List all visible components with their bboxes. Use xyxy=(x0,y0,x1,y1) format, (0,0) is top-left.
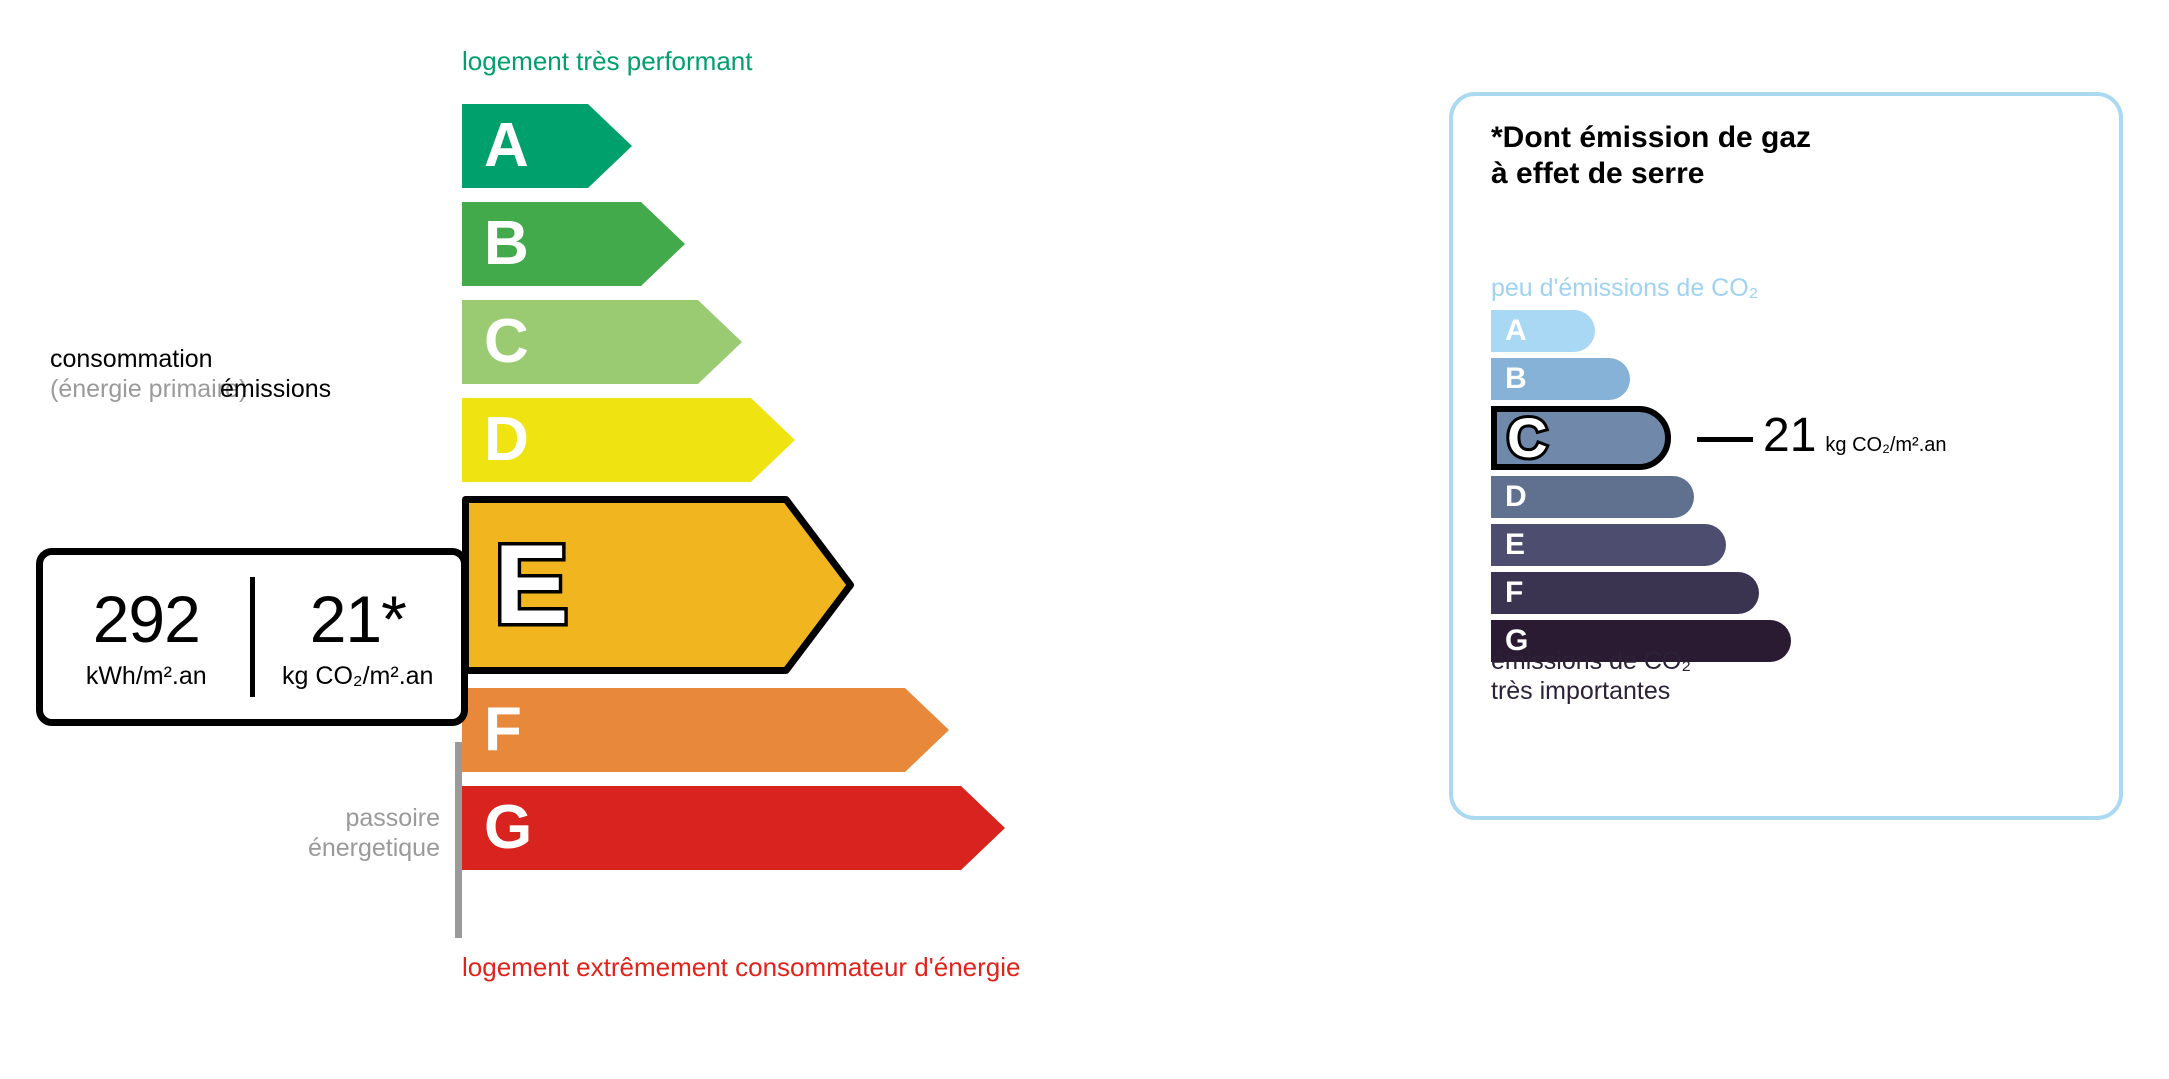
energy-band-row-d: D xyxy=(462,398,1262,482)
energy-band-row-g: G xyxy=(462,786,1262,870)
energy-band-b xyxy=(462,202,685,286)
co2-bar-d xyxy=(1491,476,1694,518)
co2-value-unit: kg CO₂/m².an xyxy=(1825,434,1947,456)
co2-bottom-caption: émissions de CO₂ très importantes xyxy=(1491,646,1691,706)
co2-bar-list: A B C 21 kg CO₂/m².an D E F G xyxy=(1491,310,2091,668)
co2-bar-row-f: F xyxy=(1491,572,2091,614)
co2-value-wrap: 21 kg CO₂/m².an xyxy=(1763,412,1947,460)
energy-bottom-caption: logement extrêmement consommateur d'éner… xyxy=(462,952,1021,982)
consumption-value: 292 xyxy=(92,581,201,656)
energy-band-row-f: F xyxy=(462,688,1262,772)
co2-bar-f xyxy=(1491,572,1759,614)
co2-bar-row-a: A xyxy=(1491,310,2091,352)
co2-bottom-caption-line1: émissions de CO₂ xyxy=(1491,647,1692,675)
energy-band-f xyxy=(462,688,949,772)
consumption-value-cell: 292 kWh/m².an xyxy=(43,586,250,689)
consumption-label-main: consommation xyxy=(50,345,213,373)
value-box-divider xyxy=(249,577,255,697)
emissions-label: émissions xyxy=(220,375,332,403)
co2-title-line2: à effet de serre xyxy=(1491,157,1705,190)
energy-band-e xyxy=(462,496,854,674)
passoire-label-line2: énergetique xyxy=(307,834,440,862)
passoire-bracket-icon xyxy=(455,742,462,938)
co2-card-title: *Dont émission de gaz à effet de serre xyxy=(1491,120,1811,192)
co2-bar-b xyxy=(1491,358,1630,400)
emission-value: 21* xyxy=(309,581,407,656)
energy-band-c xyxy=(462,300,742,384)
energy-band-d xyxy=(462,398,795,482)
co2-bottom-caption-line2: très importantes xyxy=(1491,677,1671,705)
co2-bar-row-e: E xyxy=(1491,524,2091,566)
co2-bar-row-b: B xyxy=(1491,358,2091,400)
passoire-label: passoire énergetique xyxy=(250,803,440,863)
energy-band-a xyxy=(462,104,632,188)
energy-band-g xyxy=(462,786,1005,870)
co2-bar-g xyxy=(1491,620,1791,662)
consumption-label: consommation (énergie primaire) xyxy=(50,345,247,404)
consumption-unit: kWh/m².an xyxy=(85,661,207,690)
co2-top-caption: peu d'émissions de CO₂ xyxy=(1491,274,1759,302)
energy-band-row-a: A xyxy=(462,104,1262,188)
energy-band-row-e: E xyxy=(462,496,1262,674)
consumption-label-sub: (énergie primaire) xyxy=(50,374,248,403)
co2-bar-row-c: C 21 kg CO₂/m².an xyxy=(1491,406,2091,470)
co2-bar-a xyxy=(1491,310,1595,352)
co2-bar-row-d: D xyxy=(1491,476,2091,518)
energy-top-caption: logement très performant xyxy=(462,46,753,76)
co2-title-line1: *Dont émission de gaz xyxy=(1491,121,1812,154)
energy-band-row-b: B xyxy=(462,202,1262,286)
passoire-label-line1: passoire xyxy=(345,804,441,832)
emission-unit: kg CO₂/m².an xyxy=(282,661,434,690)
co2-value: 21 xyxy=(1763,409,1817,462)
co2-bar-c xyxy=(1491,406,1671,470)
energy-band-row-c: C xyxy=(462,300,1262,384)
co2-bar-e xyxy=(1491,524,1726,566)
co2-card: *Dont émission de gaz à effet de serre p… xyxy=(1449,92,2123,820)
emission-value-cell: 21* kg CO₂/m².an xyxy=(255,586,462,689)
co2-leader-line xyxy=(1697,437,1753,442)
dpe-value-box: 292 kWh/m².an 21* kg CO₂/m².an xyxy=(36,548,468,726)
